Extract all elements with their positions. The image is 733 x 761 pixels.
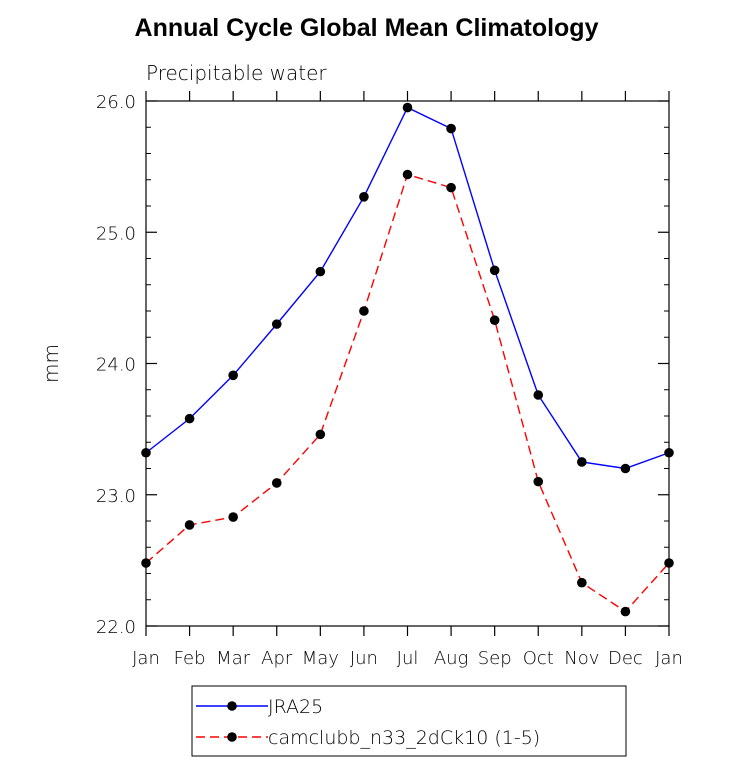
x-tick-label: Jan <box>132 648 160 669</box>
data-point <box>533 476 544 487</box>
x-tick-label: May <box>302 648 339 669</box>
data-point <box>402 102 413 113</box>
data-point <box>489 265 500 276</box>
series-line-1 <box>145 106 670 470</box>
plot-frame <box>145 100 670 627</box>
data-point <box>141 558 151 568</box>
data-point <box>489 315 500 325</box>
chart-title: Annual Cycle Global Mean Climatology <box>134 14 599 42</box>
data-point <box>184 520 195 530</box>
data-point <box>577 457 587 467</box>
series-group <box>141 102 674 617</box>
data-point <box>271 478 282 488</box>
x-tick-label: Dec <box>608 648 643 669</box>
x-tick-label: Mar <box>216 648 251 669</box>
x-tick-label: Feb <box>174 648 206 669</box>
data-point <box>533 390 544 400</box>
y-axis-label: mm <box>39 344 63 383</box>
x-tick-label: Sep <box>478 648 512 669</box>
x-tick-label: Aug <box>434 648 469 669</box>
legend-box <box>191 685 627 757</box>
data-point <box>228 370 238 381</box>
y-tick-label: 23.0 <box>96 486 136 507</box>
legend-label-2: camclubb_n33_2dCk10 (1-5) <box>268 727 540 749</box>
data-point <box>141 447 151 458</box>
series-line-2 <box>145 173 670 613</box>
y-tick-label: 26.0 <box>96 92 136 113</box>
data-point <box>271 319 282 329</box>
x-tick-label: Jun <box>350 648 378 669</box>
x-tick-label: Jan <box>655 648 683 669</box>
x-tick-label: Oct <box>523 648 554 669</box>
chart-subtitle: Precipitable water <box>146 61 327 85</box>
data-point <box>315 266 326 277</box>
data-point <box>315 429 326 440</box>
legend-label-1: JRA25 <box>268 696 323 718</box>
axes-group: 22.0 23.0 24.0 25.0 26.0 Jan Feb Mar Apr May Jun Ju… <box>96 91 683 669</box>
data-point <box>359 306 369 316</box>
legend-marker <box>227 732 237 742</box>
x-tick-label: Nov <box>564 648 599 669</box>
x-tick-label: Apr <box>261 648 293 669</box>
y-tick-label: 25.0 <box>96 223 136 244</box>
data-point <box>664 447 674 458</box>
data-point <box>359 192 369 202</box>
y-tick-label: 24.0 <box>96 355 136 376</box>
x-tick-label: Jul <box>397 648 419 669</box>
data-point <box>402 169 413 180</box>
data-point <box>446 123 456 134</box>
y-tick-label: 22.0 <box>96 617 136 638</box>
legend: JRA25 camclubb_n33_2dCk10 (1-5) <box>191 685 627 757</box>
data-point <box>577 577 587 588</box>
data-point <box>184 413 195 424</box>
data-point <box>620 463 631 474</box>
legend-marker <box>227 701 237 711</box>
data-point <box>228 512 238 522</box>
data-point <box>664 558 674 568</box>
data-point <box>620 606 631 617</box>
data-point <box>446 182 456 193</box>
